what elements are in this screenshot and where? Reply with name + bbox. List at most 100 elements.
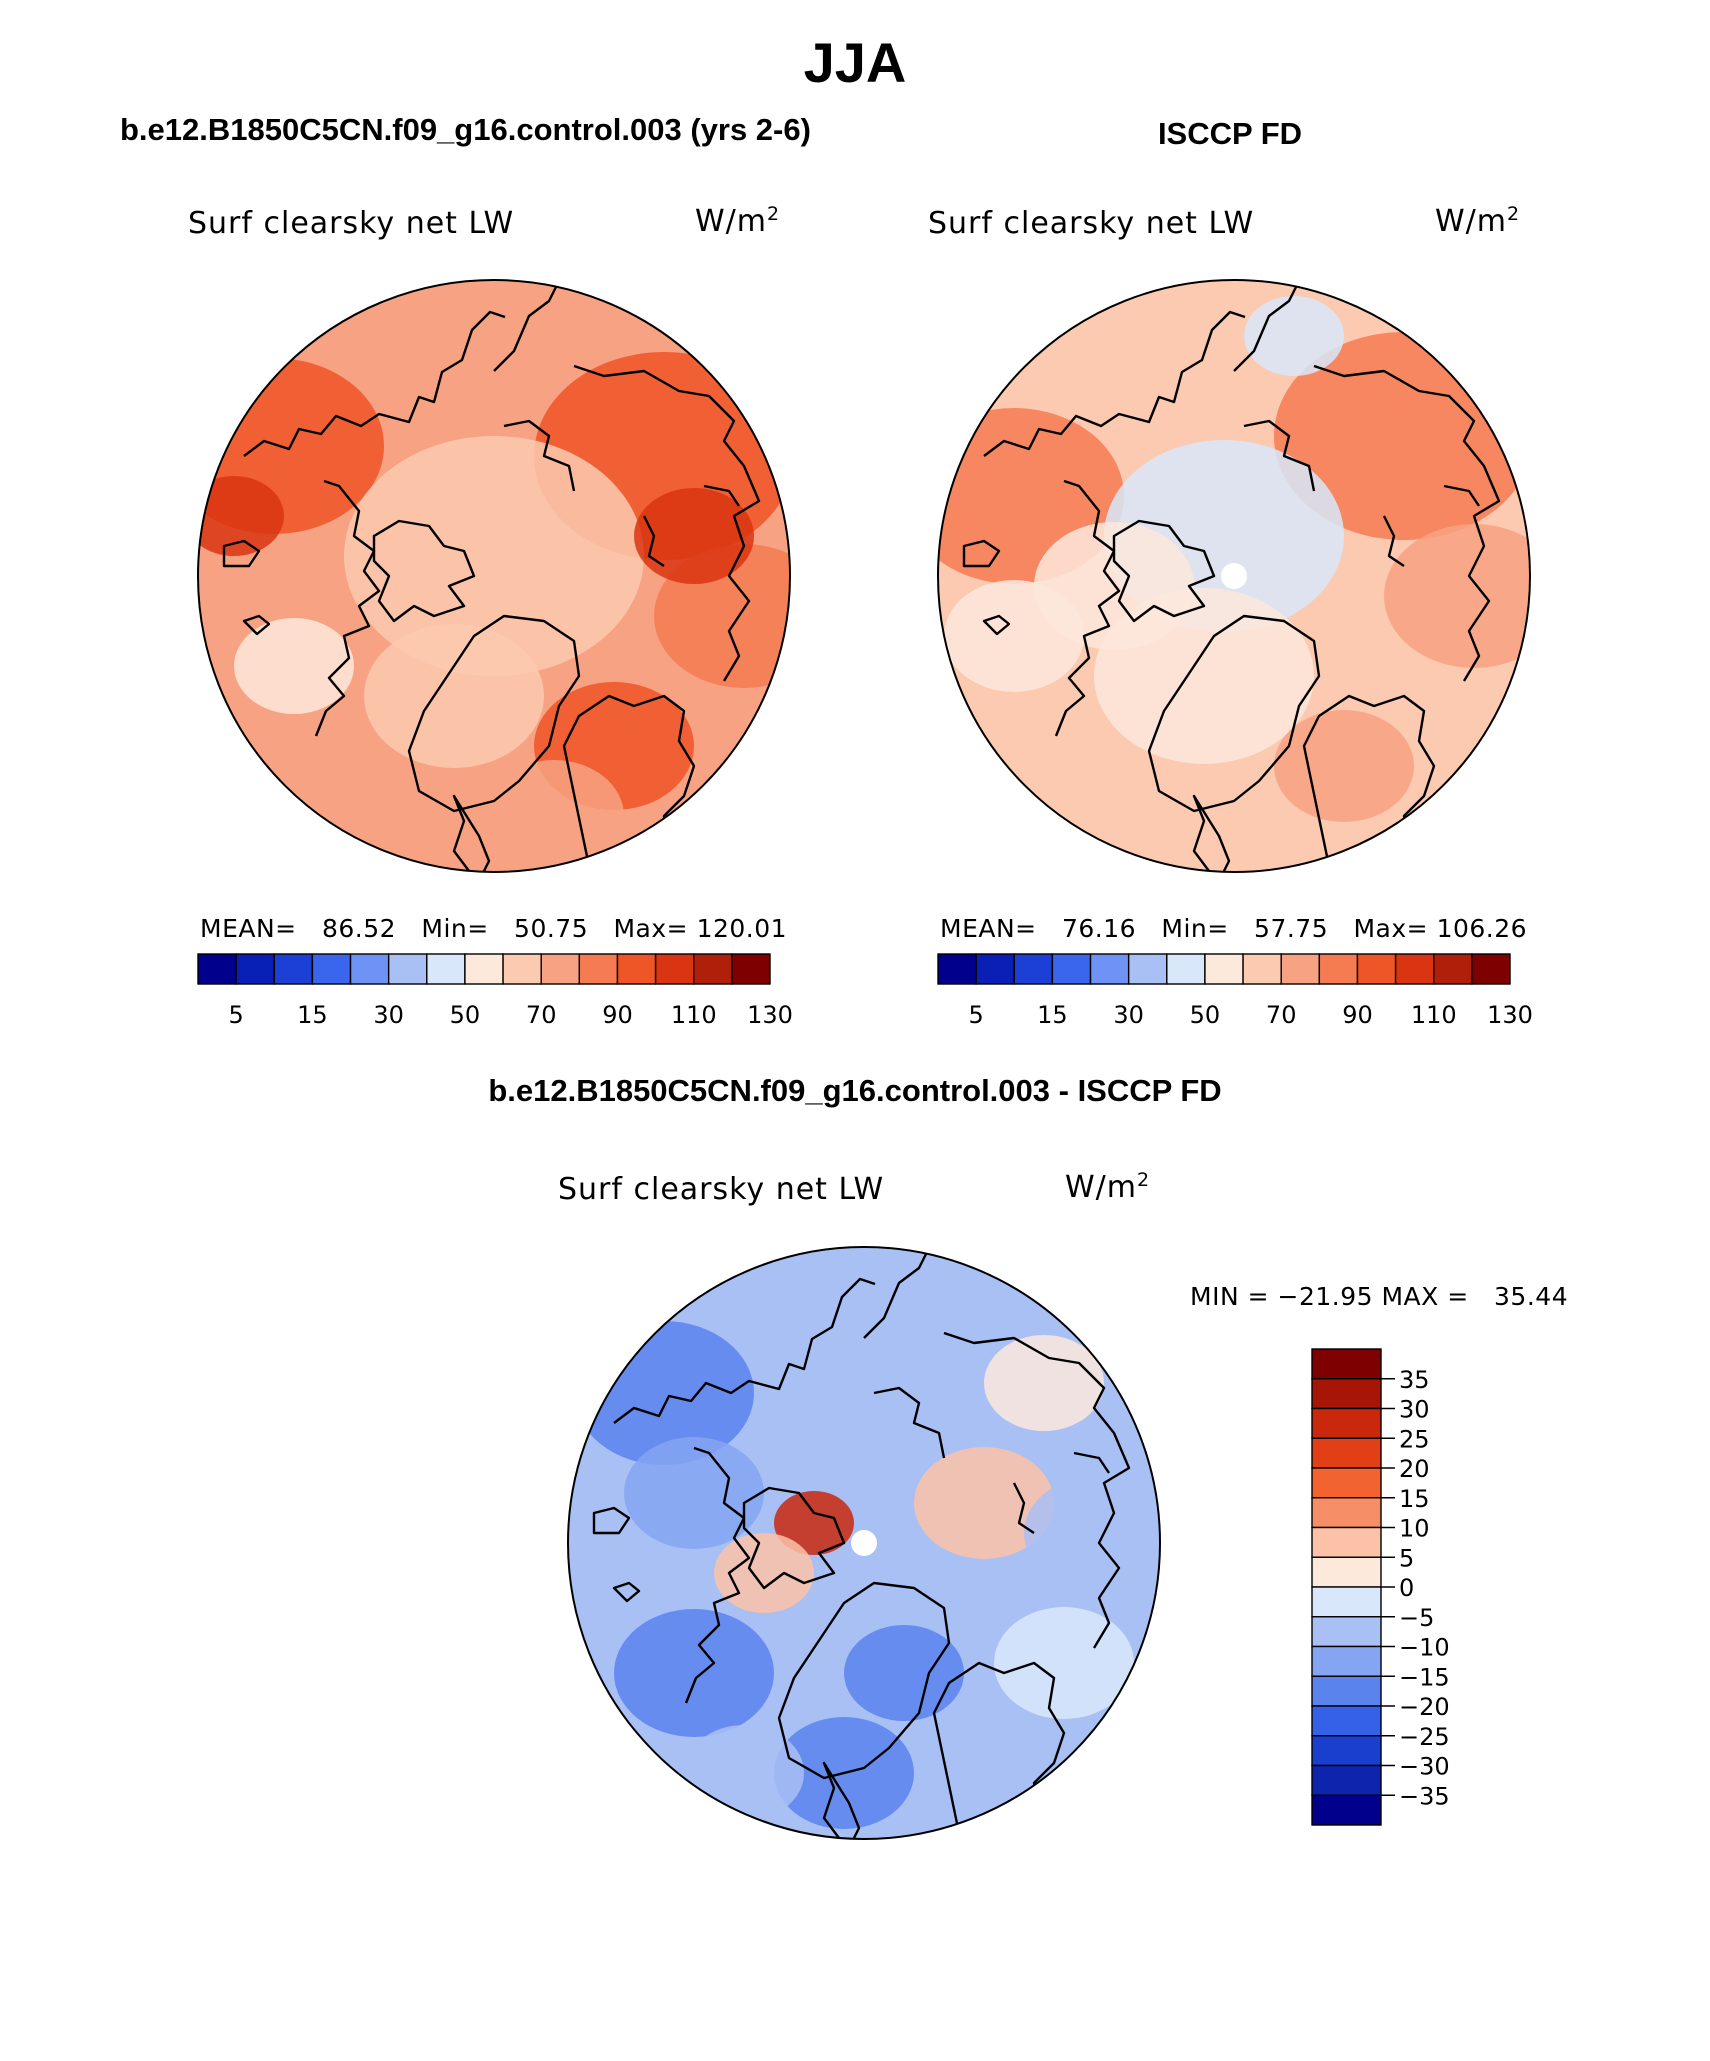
diff-min-value: −21.95 xyxy=(1277,1282,1374,1311)
diff-colorbar-box xyxy=(1311,1764,1382,1796)
diff-units-label: W/m2 xyxy=(1065,1169,1151,1205)
diff-field-region xyxy=(844,1625,964,1721)
obs-colorbar-tick-label: 15 xyxy=(1037,1001,1068,1029)
diff-colorbar-box xyxy=(1311,1645,1382,1677)
model-colorbar-tick-label: 5 xyxy=(228,1001,243,1029)
obs-field-region xyxy=(944,580,1084,692)
diff-stats: MIN = −21.95 MAX = 35.44 xyxy=(1190,1282,1569,1311)
diff-colorbar-tick-label: 10 xyxy=(1399,1515,1430,1543)
model-panel-title: b.e12.B1850C5CN.f09_g16.control.003 (yrs… xyxy=(120,112,811,147)
diff-colorbar-tick-label: −35 xyxy=(1399,1782,1450,1810)
obs-colorbar-tick-label: 50 xyxy=(1190,1001,1221,1029)
model-colorbar-box xyxy=(464,953,504,985)
diff-colorbar-box xyxy=(1311,1735,1382,1767)
diff-colorbar-tick-label: −25 xyxy=(1399,1723,1450,1751)
model-min-value: 50.75 xyxy=(514,914,589,943)
obs-colorbar-box xyxy=(1433,953,1473,985)
diff-colorbar-tick-label: 15 xyxy=(1399,1485,1430,1513)
obs-colorbar-box xyxy=(1280,953,1321,985)
diff-colorbar-tick-label: −10 xyxy=(1399,1634,1450,1662)
diff-field-region xyxy=(774,1491,854,1555)
diff-field-region xyxy=(994,1607,1134,1719)
diff-field-region xyxy=(1024,1477,1160,1589)
obs-field-region xyxy=(1094,588,1314,764)
obs-field-region xyxy=(1244,296,1344,376)
model-colorbar-tick-label: 30 xyxy=(373,1001,404,1029)
model-colorbar-box xyxy=(616,953,657,985)
model-colorbar-box xyxy=(235,953,275,985)
diff-colorbar-box xyxy=(1311,1705,1382,1737)
model-colorbar-box xyxy=(273,953,314,985)
obs-panel-title: ISCCP FD xyxy=(1157,116,1303,151)
obs-stats: MEAN= 76.16 Min= 57.75 Max= 106.26 xyxy=(940,914,1528,943)
model-map-border xyxy=(197,279,791,873)
diff-colorbar-tick-label: −30 xyxy=(1399,1753,1450,1781)
obs-colorbar-tick-label: 70 xyxy=(1266,1001,1297,1029)
obs-units-label: W/m2 xyxy=(1435,203,1521,239)
model-colorbar: 5 15 30 50 70 90 110 130 xyxy=(197,953,793,1029)
obs-colorbar-box xyxy=(1013,953,1054,985)
model-colorbar-box xyxy=(349,953,390,985)
diff-max-value: 35.44 xyxy=(1494,1282,1569,1311)
diff-colorbar-box xyxy=(1311,1586,1382,1618)
model-colorbar-box xyxy=(197,953,237,985)
diff-colorbar-tick-label: −20 xyxy=(1399,1693,1450,1721)
obs-colorbar-box xyxy=(1204,953,1244,985)
model-colorbar-box xyxy=(693,953,733,985)
model-colorbar-tick-label: 130 xyxy=(747,1001,793,1029)
model-units-label: W/m2 xyxy=(695,203,781,239)
diff-colorbar-tick-label: 25 xyxy=(1399,1425,1430,1453)
obs-colorbar-box xyxy=(1242,953,1282,985)
obs-colorbar-box xyxy=(1051,953,1092,985)
diff-colorbar-box xyxy=(1311,1467,1382,1499)
model-colorbar-box xyxy=(311,953,352,985)
diff-field-region xyxy=(984,1335,1104,1431)
diff-colorbar-tick-label: −15 xyxy=(1399,1663,1450,1691)
diff-field-region xyxy=(684,1725,804,1821)
obs-colorbar: 5 15 30 50 70 90 110 130 xyxy=(937,953,1533,1029)
model-field xyxy=(198,280,790,872)
model-colorbar-box xyxy=(731,953,771,985)
diff-pole-missing xyxy=(851,1530,877,1556)
diff-field-region xyxy=(624,1437,764,1549)
diff-colorbar-box xyxy=(1311,1794,1382,1826)
obs-min-value: 57.75 xyxy=(1254,914,1329,943)
obs-colorbar-box xyxy=(975,953,1015,985)
obs-colorbar-box xyxy=(1318,953,1359,985)
diff-colorbar-tick-label: 0 xyxy=(1399,1574,1414,1602)
model-colorbar-tick-label: 15 xyxy=(297,1001,328,1029)
model-colorbar-box xyxy=(578,953,619,985)
model-colorbar-box xyxy=(540,953,581,985)
diff-field-region xyxy=(914,1447,1054,1559)
obs-field-region xyxy=(1384,524,1530,668)
obs-colorbar-box xyxy=(1166,953,1206,985)
model-colorbar-box xyxy=(387,953,428,985)
diff-colorbar-box xyxy=(1311,1407,1382,1439)
obs-colorbar-box xyxy=(1127,953,1168,985)
model-colorbar-tick-label: 70 xyxy=(526,1001,557,1029)
obs-colorbar-tick-label: 110 xyxy=(1411,1001,1457,1029)
obs-colorbar-tick-label: 90 xyxy=(1342,1001,1373,1029)
model-mean-value: 86.52 xyxy=(321,914,397,943)
obs-pole-missing xyxy=(1221,563,1247,589)
model-field-region xyxy=(344,436,644,676)
diff-colorbar-box xyxy=(1311,1497,1382,1529)
diff-colorbar-tick-label: 5 xyxy=(1399,1544,1414,1572)
model-field-region xyxy=(634,488,754,584)
obs-map-border xyxy=(937,279,1531,873)
model-stats: MEAN= 86.52 Min= 50.75 Max= 120.01 xyxy=(200,914,788,943)
obs-colorbar-tick-label: 130 xyxy=(1487,1001,1533,1029)
model-field-region xyxy=(364,624,544,768)
obs-map xyxy=(937,279,1531,873)
model-colorbar-tick-label: 50 xyxy=(450,1001,481,1029)
diff-colorbar-box xyxy=(1311,1378,1382,1410)
diff-map xyxy=(567,1246,1161,1840)
diff-panel-title: b.e12.B1850C5CN.f09_g16.control.003 - IS… xyxy=(488,1073,1222,1108)
model-colorbar-tick-label: 90 xyxy=(602,1001,633,1029)
model-colorbar-tick-label: 110 xyxy=(671,1001,717,1029)
obs-colorbar-box xyxy=(937,953,977,985)
diff-colorbar-box xyxy=(1311,1348,1382,1380)
model-field-region xyxy=(234,618,354,714)
model-map xyxy=(197,279,791,873)
